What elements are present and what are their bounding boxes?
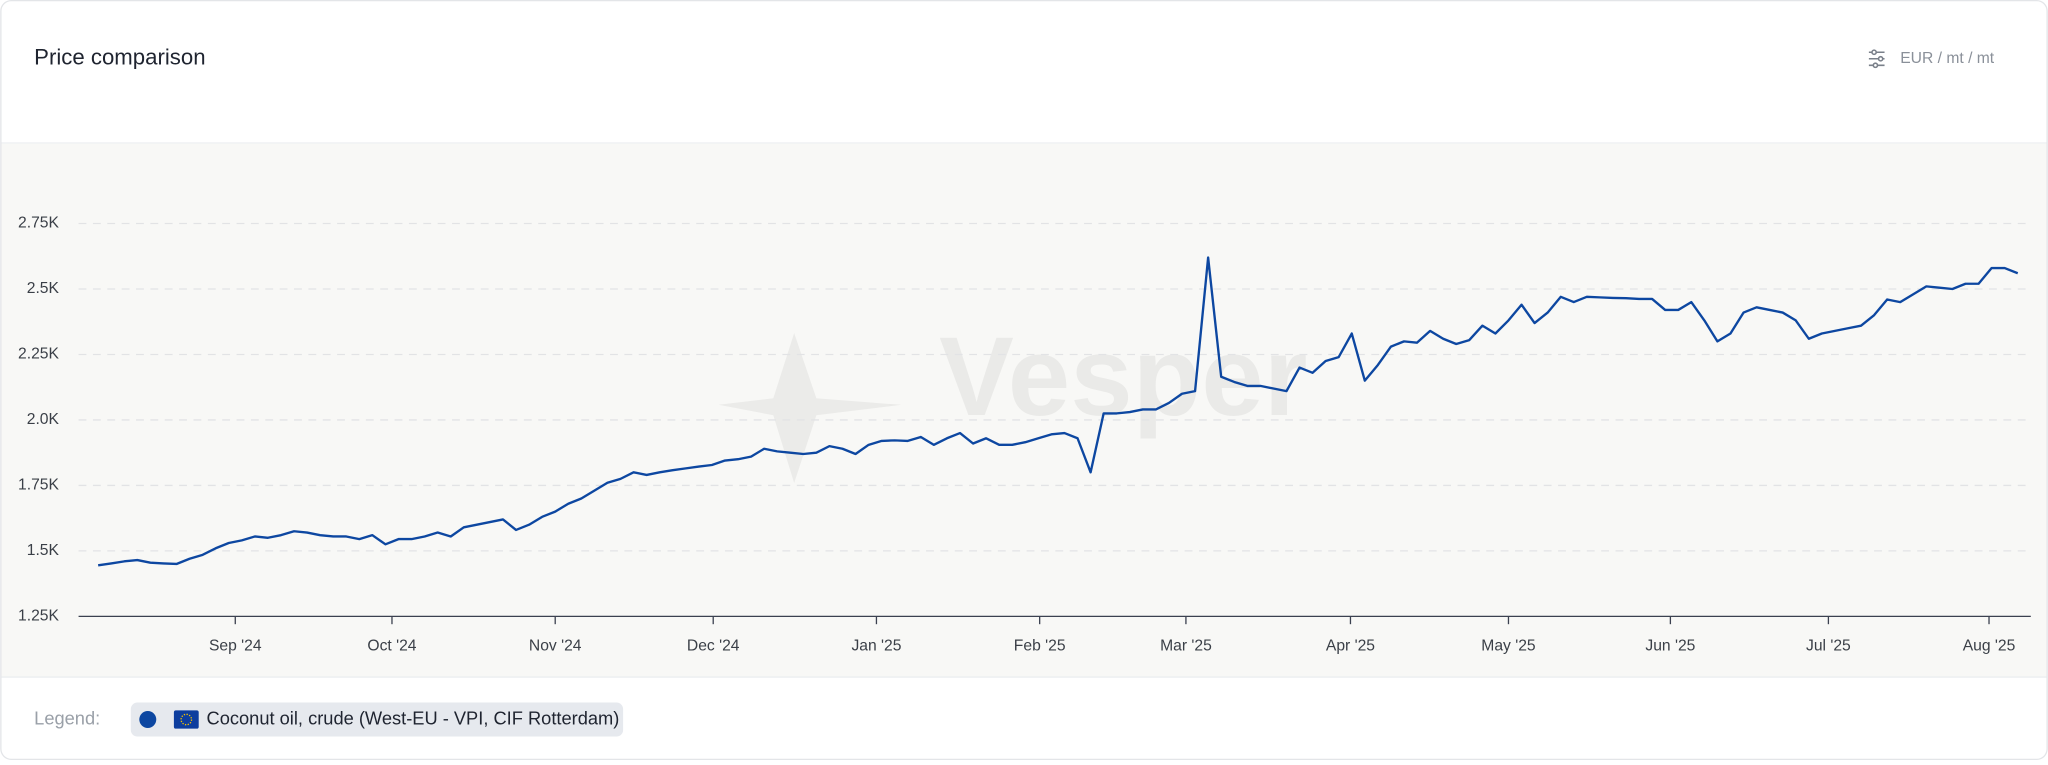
y-tick-label: 2.75K — [18, 215, 59, 232]
watermark: Vesper — [718, 313, 1307, 484]
x-tick-label: Dec '24 — [687, 638, 740, 655]
watermark-text: Vesper — [939, 313, 1307, 439]
unit-selector[interactable]: EUR / mt / mt — [1868, 49, 1995, 69]
card-title: Price comparison — [34, 45, 205, 70]
x-tick-label: Mar '25 — [1160, 638, 1212, 655]
price-line — [97, 256, 2019, 567]
x-tick-label: Sep '24 — [209, 638, 262, 655]
eu-flag — [173, 710, 199, 729]
y-tick-label: 1.5K — [27, 542, 60, 559]
legend-text: Coconut oil, crude (West-EU - VPI, CIF R… — [207, 707, 620, 728]
x-tick-label: Nov '24 — [529, 638, 582, 655]
y-tick-label: 2.25K — [18, 346, 59, 363]
x-tick-label: Apr '25 — [1326, 638, 1375, 655]
x-tick-label: Feb '25 — [1014, 638, 1066, 655]
y-tick-label: 1.75K — [18, 477, 59, 494]
unit-label: EUR / mt / mt — [1900, 50, 1995, 67]
legend-item[interactable]: Coconut oil, crude (West-EU - VPI, CIF R… — [130, 702, 624, 737]
plot-background — [1, 143, 2047, 677]
x-tick-label: Jun '25 — [1645, 638, 1695, 655]
x-tick-label: May '25 — [1481, 638, 1536, 655]
y-tick-label: 1.25K — [18, 607, 59, 624]
x-tick-label: Aug '25 — [1963, 638, 2016, 655]
plot: 1.25K 1.5K 1.75K 2.0K 2.25K 2.5K 2.75K Sep '24 O… — [18, 215, 2031, 655]
settings-icon — [1868, 49, 1885, 69]
x-tick-label: Jul '25 — [1806, 638, 1851, 655]
legend-label: Legend: — [34, 707, 100, 728]
y-tick-label: 2.5K — [27, 280, 60, 297]
eu-stars — [180, 713, 193, 726]
y-tick-label: 2.0K — [27, 411, 60, 428]
x-tick-label: Oct '24 — [367, 638, 416, 655]
legend-swatch — [139, 711, 157, 729]
x-tick-label: Jan '25 — [851, 638, 901, 655]
legend-chip — [130, 702, 624, 737]
